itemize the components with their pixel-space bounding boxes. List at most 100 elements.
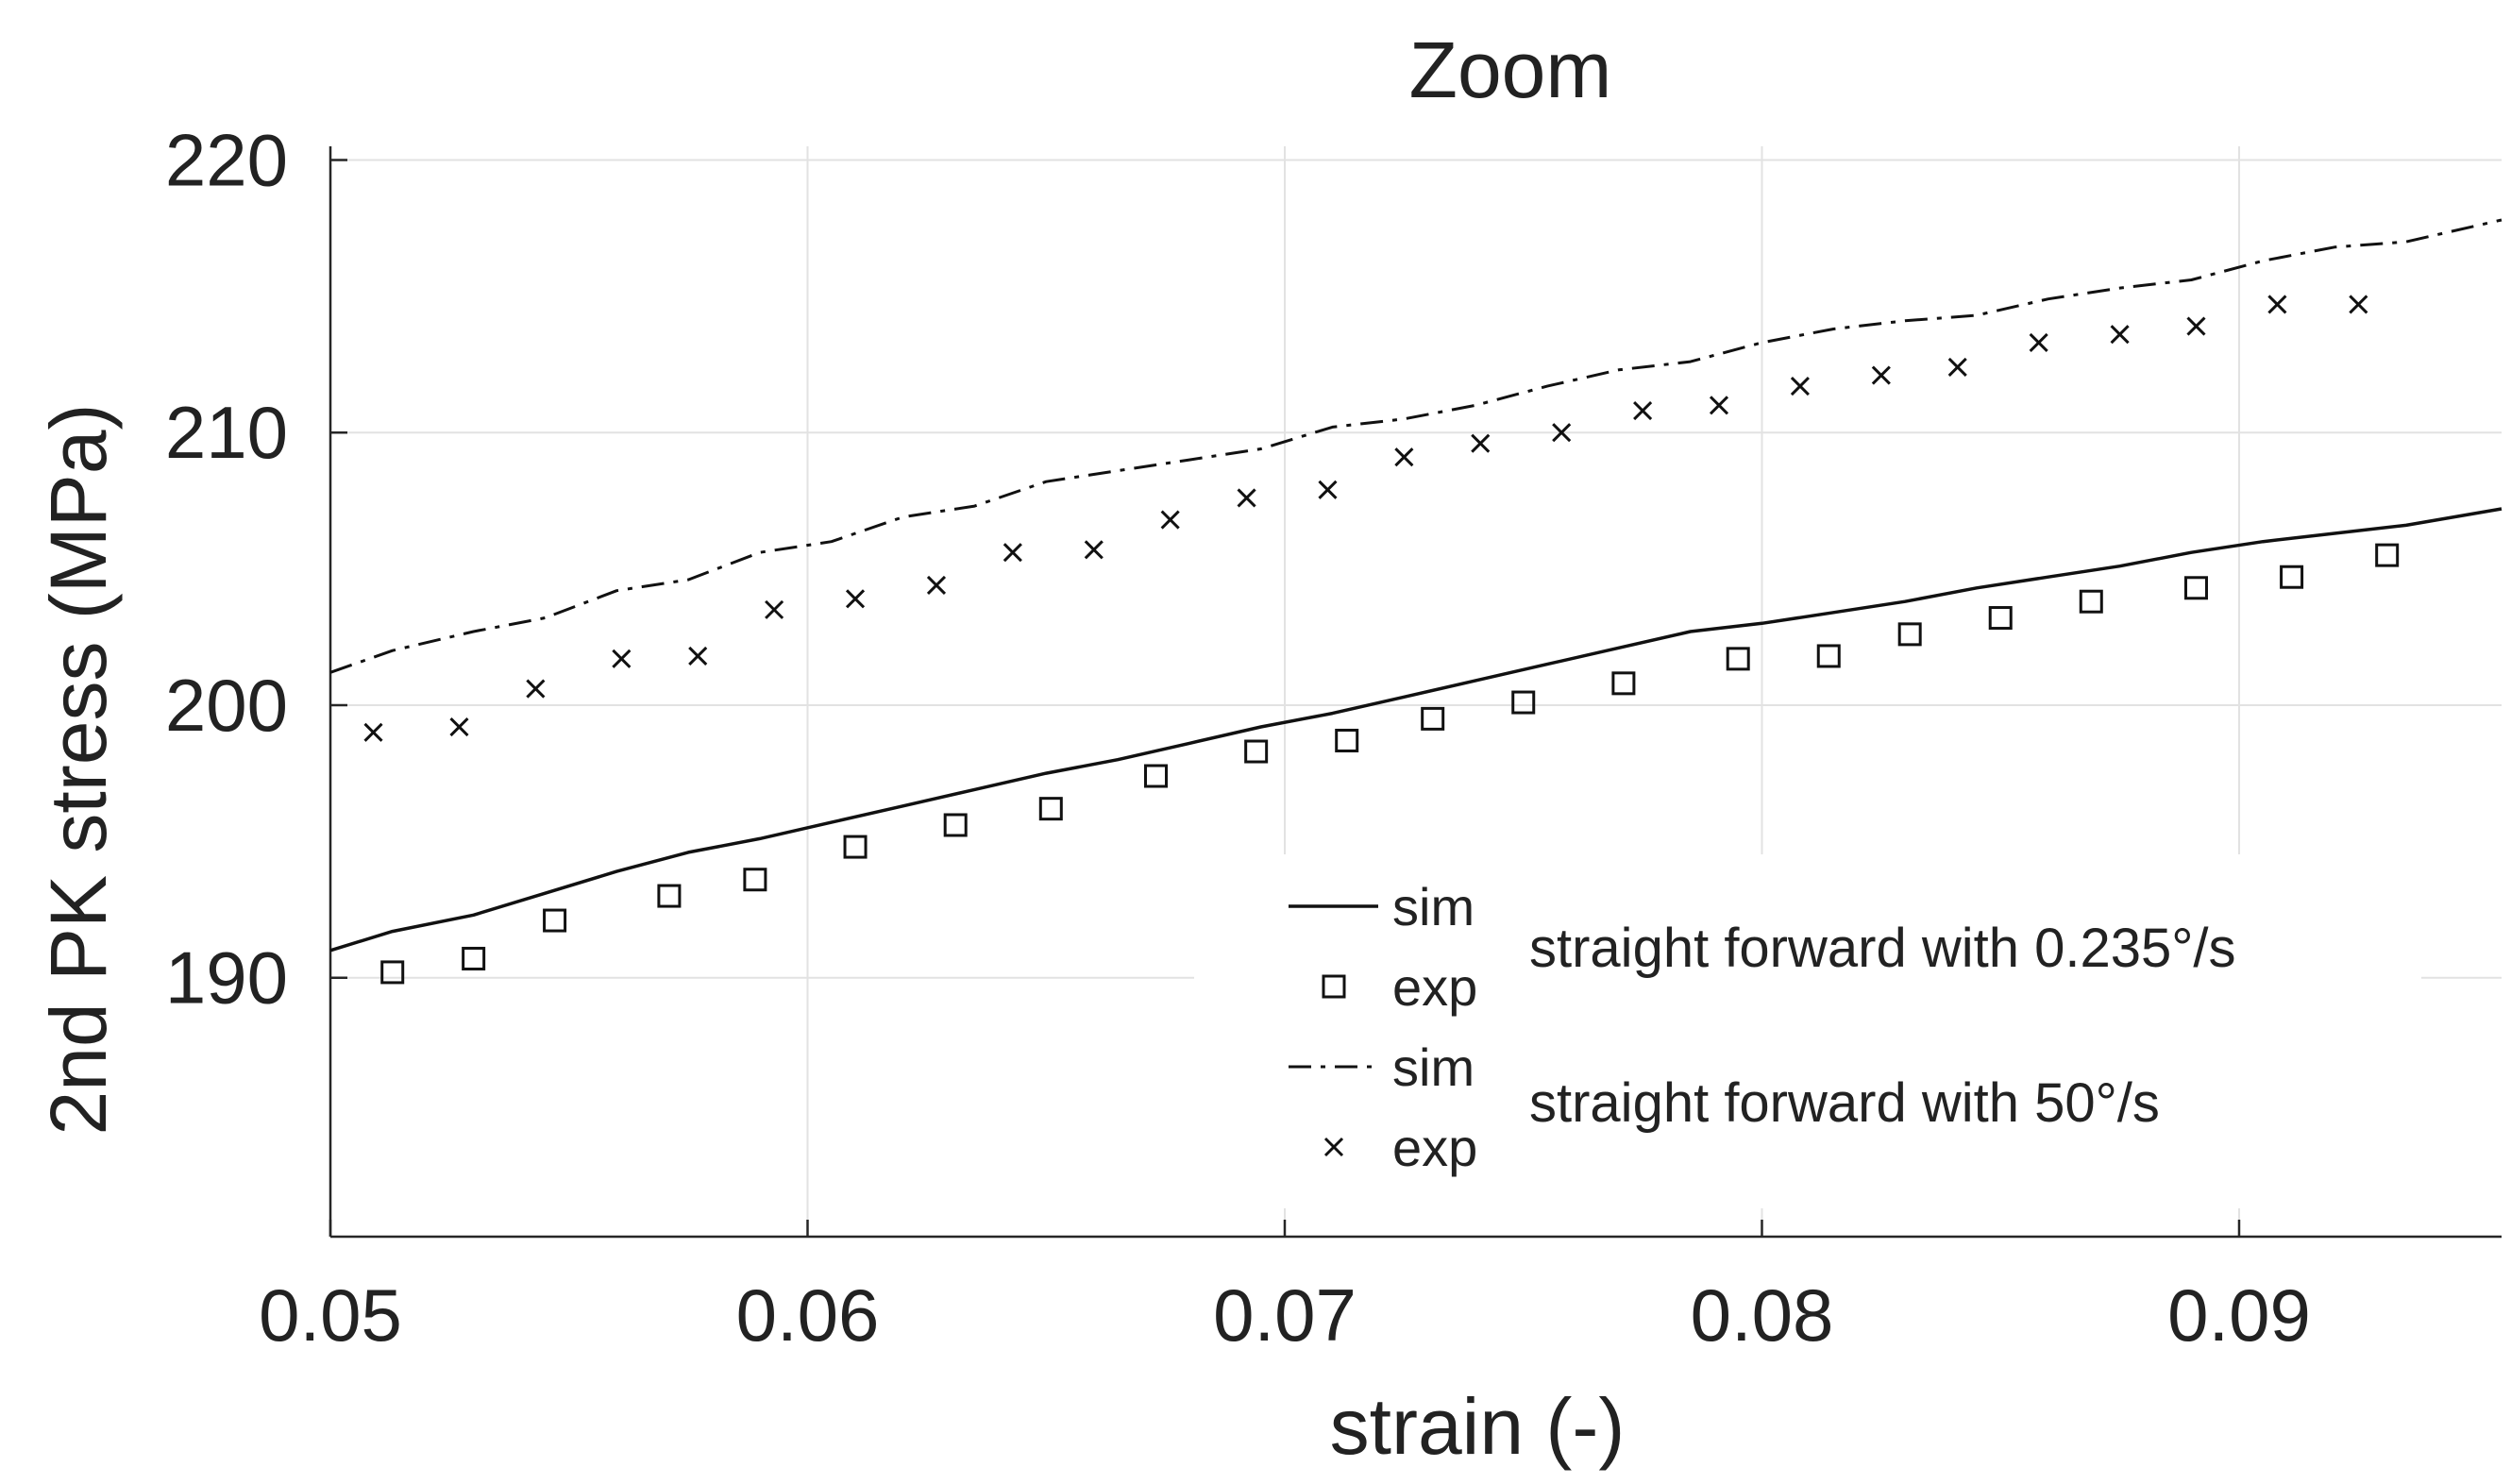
- exp-cross-marker: [2349, 295, 2368, 314]
- y-tick-label: 210: [165, 391, 288, 474]
- exp-cross-marker: [1084, 540, 1104, 560]
- legend-entry-label: sim: [1392, 877, 1475, 936]
- exp-cross-marker: [1552, 423, 1572, 443]
- exp-square-marker: [1244, 739, 1269, 764]
- exp-cross-marker: [2110, 325, 2130, 345]
- cross-stroke: [1003, 543, 1022, 563]
- chart-title: Zoom: [1409, 25, 1612, 114]
- y-axis-title: 2nd PK stress (MPa): [34, 404, 123, 1136]
- x-tick-label: 0.07: [1213, 1273, 1357, 1357]
- exp-square-marker: [1335, 728, 1359, 752]
- cross-stroke: [1160, 510, 1180, 530]
- exp-square-marker: [1144, 764, 1169, 788]
- exp-cross-marker: [1633, 401, 1653, 421]
- cross-stroke: [1471, 433, 1491, 453]
- exp-cross-marker: [765, 599, 784, 619]
- cross-stroke: [1084, 540, 1104, 560]
- exp-cross-marker: [1709, 396, 1729, 415]
- exp-cross-marker: [526, 679, 546, 699]
- y-tick-label: 220: [165, 118, 288, 201]
- cross-stroke: [688, 646, 708, 666]
- exp-cross-marker: [1790, 377, 1810, 396]
- legend-cross-marker-icon: [1323, 1137, 1344, 1157]
- legend-background: [1194, 854, 2421, 1208]
- series-3-exp: [363, 295, 2368, 742]
- exp-cross-marker: [688, 646, 708, 666]
- cross-stroke: [845, 589, 866, 609]
- exp-square-marker: [1421, 706, 1445, 731]
- cross-stroke: [1947, 357, 1967, 377]
- data-series: [329, 218, 2503, 985]
- cross-stroke: [612, 649, 632, 668]
- exp-square-marker: [462, 946, 486, 970]
- cross-stroke: [765, 599, 784, 619]
- exp-cross-marker: [1471, 433, 1491, 453]
- exp-cross-marker: [2186, 316, 2206, 336]
- legend: sim exp sim exp straight forward with 0.235°…: [1194, 854, 2421, 1208]
- exp-square-marker: [1726, 647, 1750, 671]
- legend-group-label: straight forward with 0.235°/s: [1529, 918, 2236, 979]
- exp-square-marker: [2375, 543, 2400, 567]
- exp-square-marker: [1611, 671, 1636, 696]
- cross-stroke: [926, 575, 947, 595]
- exp-cross-marker: [1237, 488, 1256, 508]
- cross-stroke: [2349, 295, 2368, 314]
- exp-square-marker: [1816, 644, 1841, 668]
- axes: 0.05 0.06 0.07 0.08 0.09 190 200 210 220: [165, 118, 2502, 1357]
- cross-stroke: [1790, 377, 1810, 396]
- cross-stroke: [1871, 365, 1891, 385]
- cross-stroke: [1394, 447, 1414, 467]
- cross-stroke: [1323, 1137, 1344, 1157]
- exp-cross-marker: [1394, 447, 1414, 467]
- exp-square-marker: [2280, 565, 2304, 589]
- legend-entry-label: exp: [1392, 1118, 1477, 1177]
- cross-stroke: [2110, 325, 2130, 345]
- legend-entry-label: sim: [1392, 1037, 1475, 1097]
- exp-square-marker: [743, 868, 767, 892]
- exp-square-marker: [1511, 690, 1536, 715]
- cross-stroke: [2186, 316, 2206, 336]
- cross-stroke: [1633, 401, 1653, 421]
- x-tick-label: 0.05: [259, 1273, 402, 1357]
- cross-stroke: [526, 679, 546, 699]
- y-tick-label: 200: [165, 664, 288, 747]
- y-tick-label: 190: [165, 936, 288, 1020]
- exp-square-marker: [380, 960, 405, 985]
- cross-stroke: [363, 722, 383, 742]
- legend-entry-label: exp: [1392, 957, 1477, 1017]
- exp-cross-marker: [2029, 332, 2048, 352]
- cross-stroke: [1237, 488, 1256, 508]
- exp-cross-marker: [1003, 543, 1022, 563]
- cross-stroke: [2029, 332, 2048, 352]
- exp-cross-marker: [1318, 480, 1338, 499]
- x-tick-label: 0.08: [1691, 1273, 1834, 1357]
- cross-stroke: [2267, 295, 2287, 314]
- exp-square-marker: [1038, 797, 1063, 821]
- exp-square-marker: [2183, 576, 2208, 600]
- cross-stroke: [1318, 480, 1338, 499]
- cross-stroke: [1552, 423, 1572, 443]
- exp-square-marker: [943, 813, 968, 837]
- exp-square-marker: [1897, 622, 1922, 647]
- series-1-exp: [380, 543, 2400, 985]
- sim-solid-line: [329, 507, 2503, 953]
- exp-cross-marker: [1871, 365, 1891, 385]
- sim-dashdot-line: [329, 218, 2503, 674]
- exp-cross-marker: [449, 717, 469, 737]
- cross-stroke: [1709, 396, 1729, 415]
- exp-square-marker: [843, 835, 868, 859]
- exp-cross-marker: [1160, 510, 1180, 530]
- exp-cross-marker: [926, 575, 947, 595]
- exp-cross-marker: [1947, 357, 1967, 377]
- exp-square-marker: [1988, 606, 2013, 631]
- exp-square-marker: [2079, 589, 2103, 614]
- exp-cross-marker: [612, 649, 632, 668]
- x-tick-label: 0.09: [2167, 1273, 2311, 1357]
- x-tick-label: 0.06: [736, 1273, 880, 1357]
- series-0-sim: [329, 507, 2503, 953]
- legend-group-label: straight forward with 50°/s: [1529, 1072, 2160, 1134]
- exp-square-marker: [543, 908, 567, 933]
- cross-stroke: [449, 717, 469, 737]
- series-2-sim: [329, 218, 2503, 674]
